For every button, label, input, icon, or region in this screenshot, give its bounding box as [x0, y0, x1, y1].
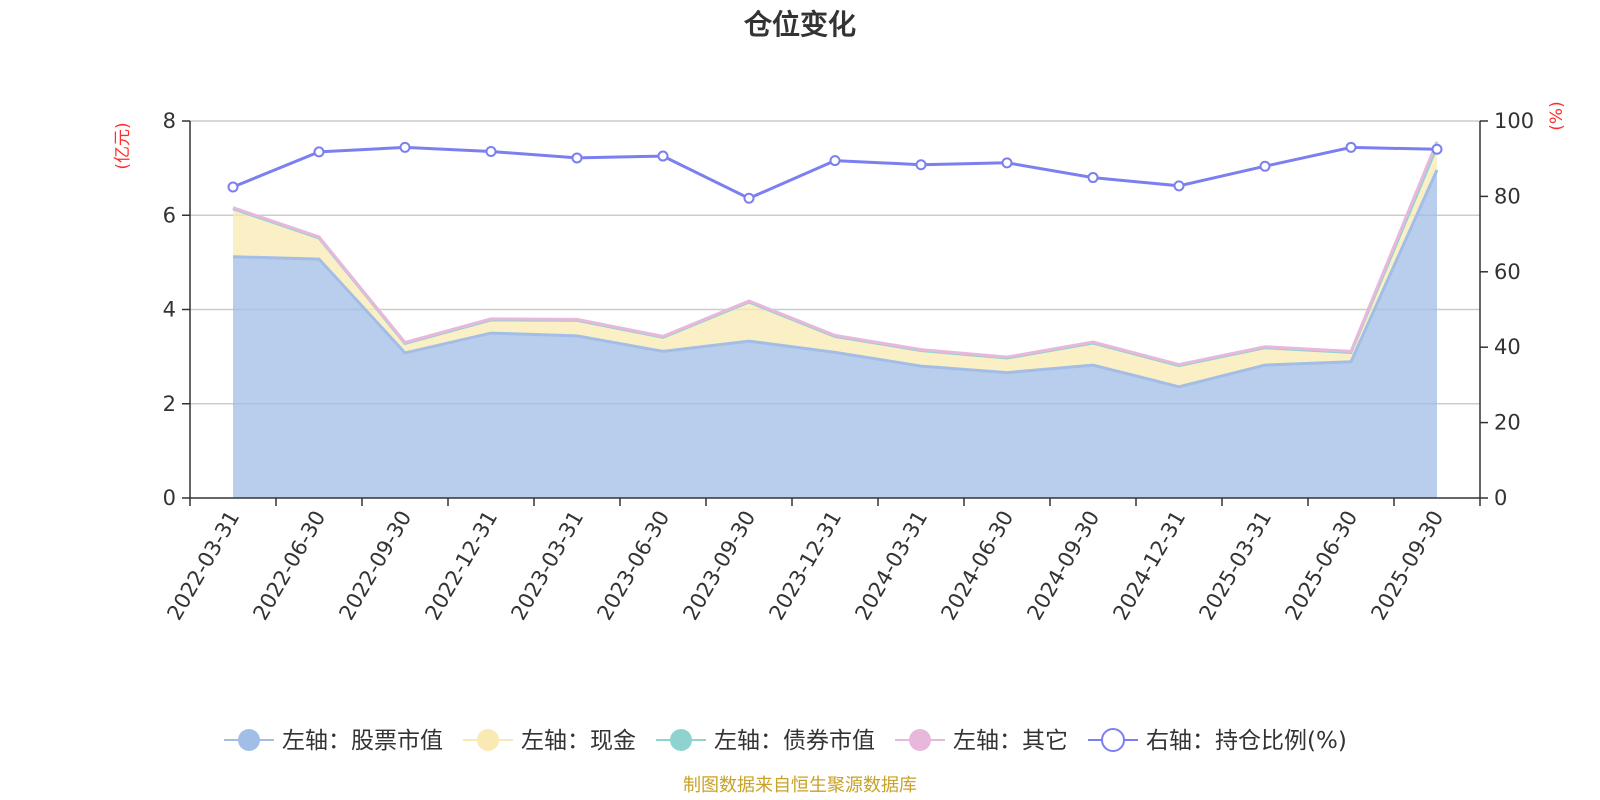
line-左轴：其它: [232, 141, 1439, 367]
legend-marker: [909, 729, 931, 751]
right-tick-label: 100: [1494, 109, 1534, 133]
legend-label: 右轴：持仓比例(%): [1146, 728, 1347, 754]
ratio-point-2025-03-31: [1259, 160, 1271, 172]
stacked-areas: [233, 141, 1437, 498]
right-tick-label: 40: [1494, 335, 1521, 359]
series-lines: [232, 141, 1439, 389]
legend-marker: [670, 729, 692, 751]
source-note: 制图数据来自恒生聚源数据库: [683, 775, 917, 796]
line-左轴：股票市值: [232, 169, 1439, 389]
ratio-point-2024-06-30: [1001, 157, 1013, 169]
ratio-point-2023-09-30: [743, 192, 755, 204]
ratio-point-2025-06-30: [1345, 141, 1357, 153]
x-tick-label: 2022-06-30: [248, 507, 330, 625]
area-左轴：现金: [233, 146, 1437, 387]
x-tick-label: 2024-09-30: [1022, 507, 1104, 625]
line-左轴：现金: [232, 145, 1439, 368]
area-左轴：其它: [233, 141, 1437, 366]
x-tick-label: 2023-03-31: [506, 507, 588, 625]
legend-marker: [1101, 728, 1125, 752]
x-tick-label: 2023-09-30: [678, 507, 760, 625]
ratio-point-2022-12-31: [485, 146, 497, 158]
ratio-point-2022-06-30: [313, 146, 325, 158]
legend-label: 左轴：股票市值: [282, 728, 443, 754]
area-左轴：股票市值: [233, 170, 1437, 498]
right-tick-label: 80: [1494, 184, 1521, 208]
legend-label: 左轴：现金: [521, 728, 636, 754]
left-tick-label: 4: [163, 298, 176, 322]
ratio-point-2024-03-31: [915, 159, 927, 171]
right-tick-label: 20: [1494, 411, 1521, 435]
x-tick-label: 2022-09-30: [334, 507, 416, 625]
ratio-point-2025-09-30: [1431, 143, 1443, 155]
ratio-point-2023-12-31: [829, 155, 841, 167]
ratio-point-2023-06-30: [657, 150, 669, 162]
ratio-points: [227, 141, 1443, 204]
ratio-point-2022-09-30: [399, 141, 411, 153]
line-ratio: [232, 145, 1438, 200]
legend: 左轴：股票市值 左轴：现金 左轴：债券市值 左轴：其它 右轴：持仓比例(%): [224, 728, 1347, 754]
left-tick-label: 6: [163, 203, 176, 227]
ratio-point-2022-03-31: [227, 181, 239, 193]
left-tick-label: 8: [163, 109, 176, 133]
ratio-point-2024-12-31: [1173, 180, 1185, 192]
ratio-point-2024-09-30: [1087, 172, 1099, 184]
right-tick-label: 0: [1494, 486, 1507, 510]
x-tick-label: 2022-12-31: [420, 507, 502, 625]
left-axis-unit: (亿元): [113, 122, 133, 169]
legend-marker: [238, 729, 260, 751]
right-tick-label: 60: [1494, 260, 1521, 284]
left-tick-label: 2: [163, 392, 176, 416]
x-tick-label: 2023-06-30: [592, 507, 674, 625]
legend-marker: [477, 729, 499, 751]
ratio-point-2023-03-31: [571, 152, 583, 164]
x-tick-label: 2024-03-31: [850, 507, 932, 625]
right-axis-unit: (%): [1547, 101, 1567, 130]
x-tick-label: 2024-12-31: [1108, 507, 1190, 625]
chart-title: 仓位变化: [744, 8, 856, 41]
legend-label: 左轴：债券市值: [714, 728, 875, 754]
line-左轴：债券市值: [232, 145, 1439, 368]
x-tick-label: 2023-12-31: [764, 507, 846, 625]
x-tick-label: 2025-03-31: [1194, 507, 1276, 625]
x-tick-label: 2024-06-30: [936, 507, 1018, 625]
left-tick-label: 0: [163, 486, 176, 510]
x-tick-label: 2025-06-30: [1280, 507, 1362, 625]
x-tick-label: 2022-03-31: [162, 507, 244, 625]
x-tick-label: 2025-09-30: [1366, 507, 1448, 625]
legend-label: 左轴：其它: [953, 728, 1068, 754]
